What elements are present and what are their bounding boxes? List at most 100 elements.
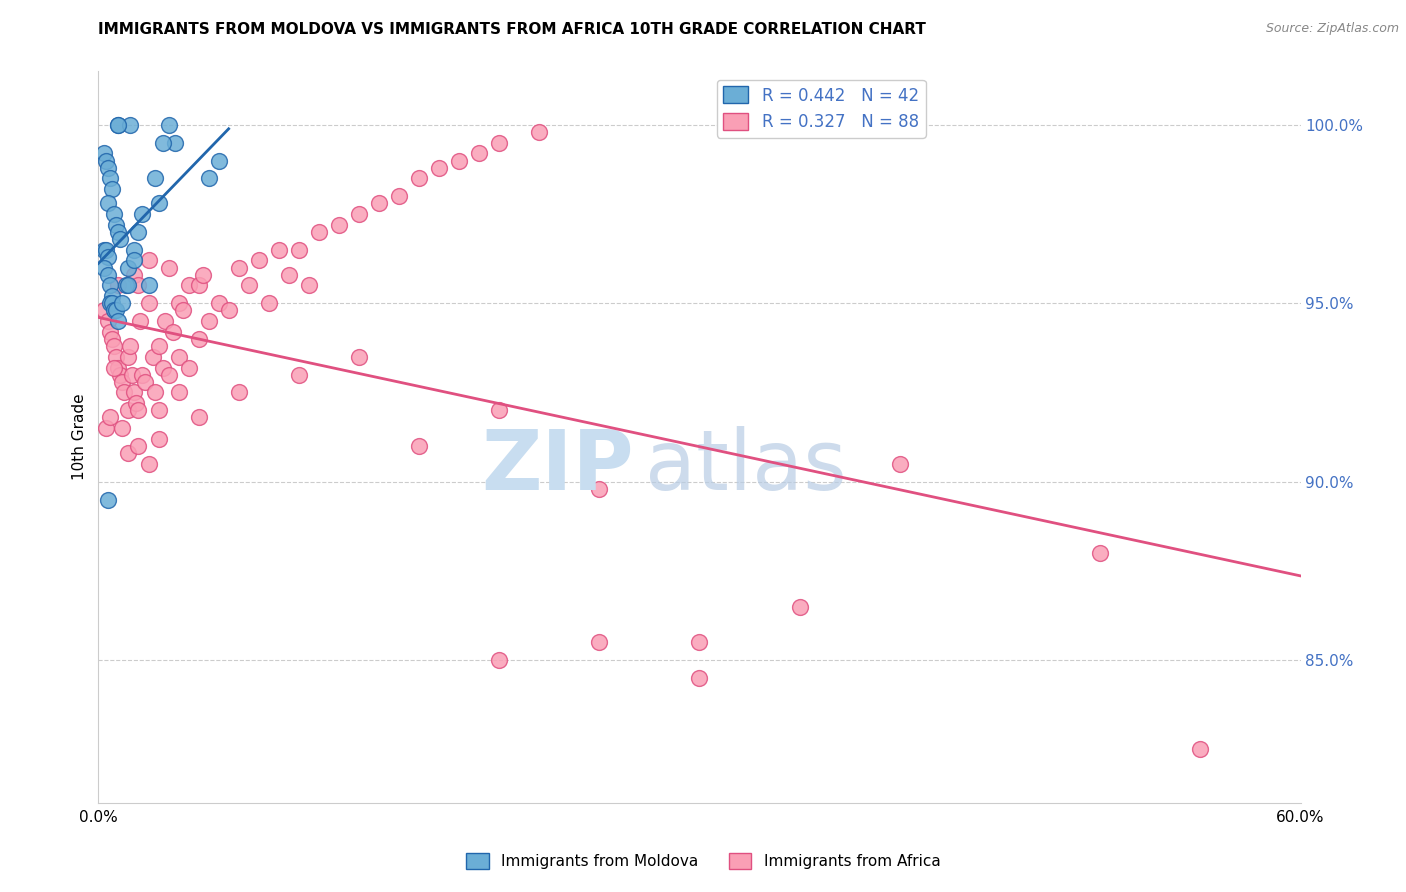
Point (93, 146, 115, 161)
Point (100, 296, 122, 310)
Point (120, 339, 142, 353)
Point (97, 268, 120, 282)
Point (172, 303, 194, 318)
Point (368, 196, 391, 211)
Point (129, 314, 152, 328)
Point (689, 635, 711, 649)
Point (153, 314, 176, 328)
Point (277, 268, 299, 282)
Point (177, 360, 200, 375)
Text: IMMIGRANTS FROM MOLDOVA VS IMMIGRANTS FROM AFRICA 10TH GRADE CORRELATION CHART: IMMIGRANTS FROM MOLDOVA VS IMMIGRANTS FR… (98, 22, 927, 37)
Point (100, 410, 122, 425)
Point (267, 243, 290, 257)
Point (218, 303, 240, 318)
Point (143, 171, 166, 186)
Point (100, 171, 122, 186)
Point (101, 182, 124, 196)
Point (97, 492, 120, 507)
Point (97, 250, 120, 264)
Point (148, 403, 170, 417)
Point (298, 278, 321, 293)
Point (105, 350, 128, 364)
Point (167, 350, 190, 364)
Point (197, 314, 219, 328)
Point (97, 196, 120, 211)
Point (121, 368, 143, 382)
Point (105, 218, 128, 232)
Point (103, 207, 125, 221)
Point (1189, 742, 1212, 756)
Point (187, 410, 209, 425)
Point (107, 278, 129, 293)
Point (157, 118, 180, 132)
Point (789, 599, 811, 614)
Point (228, 385, 250, 400)
Point (288, 368, 311, 382)
Point (107, 118, 129, 132)
Point (238, 278, 260, 293)
Point (588, 635, 610, 649)
Point (111, 296, 134, 310)
Point (247, 253, 270, 268)
Text: ZIP: ZIP (481, 425, 633, 507)
Point (103, 339, 125, 353)
Point (167, 296, 190, 310)
Point (152, 360, 174, 375)
Point (101, 289, 124, 303)
Point (529, 125, 551, 139)
Point (408, 439, 430, 453)
Point (157, 260, 180, 275)
Point (488, 653, 510, 667)
Point (468, 146, 491, 161)
Point (163, 136, 186, 150)
Y-axis label: 10th Grade: 10th Grade (72, 393, 87, 481)
Point (131, 368, 153, 382)
Legend: Immigrants from Moldova, Immigrants from Africa: Immigrants from Moldova, Immigrants from… (460, 847, 946, 875)
Point (93, 260, 115, 275)
Point (187, 332, 209, 346)
Point (128, 278, 150, 293)
Point (125, 396, 148, 410)
Point (208, 153, 231, 168)
Point (257, 296, 280, 310)
Point (96, 243, 118, 257)
Point (124, 243, 146, 257)
Point (100, 325, 122, 339)
Point (347, 350, 370, 364)
Point (97, 161, 120, 175)
Point (128, 439, 150, 453)
Point (167, 385, 190, 400)
Point (447, 153, 470, 168)
Point (157, 368, 180, 382)
Point (103, 360, 125, 375)
Point (197, 171, 219, 186)
Point (162, 325, 184, 339)
Point (93, 303, 115, 318)
Text: atlas: atlas (645, 425, 848, 507)
Point (117, 403, 139, 417)
Point (138, 457, 160, 471)
Point (308, 225, 330, 239)
Point (117, 278, 139, 293)
Point (105, 303, 128, 318)
Point (107, 225, 129, 239)
Point (103, 303, 125, 318)
Point (134, 375, 156, 389)
Point (100, 278, 122, 293)
Point (110, 368, 132, 382)
Text: Source: ZipAtlas.com: Source: ZipAtlas.com (1265, 22, 1399, 36)
Point (187, 278, 209, 293)
Point (288, 243, 311, 257)
Point (128, 225, 150, 239)
Point (138, 296, 160, 310)
Point (124, 385, 146, 400)
Point (177, 278, 200, 293)
Point (143, 385, 166, 400)
Point (347, 207, 370, 221)
Point (107, 118, 129, 132)
Point (128, 403, 150, 417)
Point (110, 232, 132, 246)
Point (328, 218, 350, 232)
Point (148, 339, 170, 353)
Point (889, 457, 911, 471)
